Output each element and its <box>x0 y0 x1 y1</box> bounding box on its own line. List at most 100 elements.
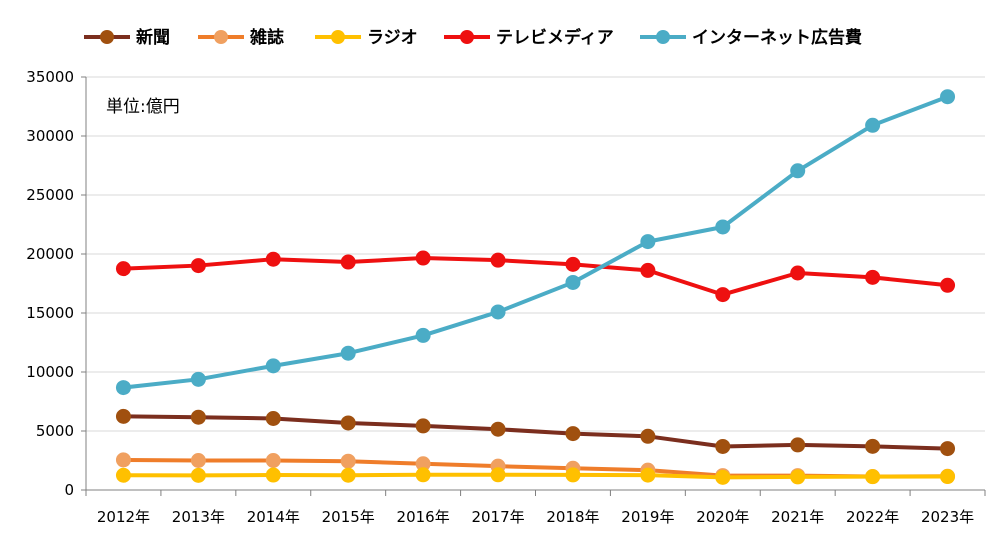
data-point <box>715 469 731 485</box>
data-point <box>940 441 956 457</box>
data-point <box>265 453 281 468</box>
data-point <box>940 277 956 293</box>
x-tick-label: 2016年 <box>397 508 450 526</box>
data-point <box>265 251 281 267</box>
x-axis-ticks: 2012年 2013年 2014年 2015年 2016年 2017年 2018年 2019年… <box>85 490 986 526</box>
y-tick-label: 5000 <box>36 422 74 440</box>
y-axis-ticks: 0 5000 10000 15000 20000 25000 30000 35000 <box>26 68 86 499</box>
data-point <box>865 469 881 485</box>
legend-item: インターネット広告費 <box>640 27 862 48</box>
gridlines <box>86 76 985 432</box>
y-tick-label: 10000 <box>26 363 74 381</box>
data-point <box>715 438 731 454</box>
data-point <box>340 415 356 431</box>
data-point <box>865 269 881 285</box>
series-3 <box>115 250 956 303</box>
data-point <box>640 234 656 250</box>
legend-item: 雑誌 <box>198 27 284 48</box>
x-tick-label: 2017年 <box>471 508 524 526</box>
data-point <box>640 467 656 483</box>
data-point <box>565 426 581 442</box>
series-2 <box>115 467 956 485</box>
data-point <box>265 358 281 374</box>
x-tick-label: 2022年 <box>846 508 899 526</box>
data-point <box>340 467 356 483</box>
data-point <box>415 418 431 434</box>
data-point <box>490 304 506 320</box>
data-point <box>565 274 581 290</box>
data-point <box>340 345 356 361</box>
y-tick-label: 15000 <box>26 304 74 322</box>
legend-swatch-marker <box>214 30 228 44</box>
data-point <box>865 438 881 454</box>
legend-swatch-marker <box>656 30 670 44</box>
data-point <box>190 467 206 483</box>
data-point <box>865 117 881 133</box>
series-group <box>115 89 956 485</box>
data-point <box>265 410 281 426</box>
data-point <box>715 287 731 303</box>
legend: 新聞 雑誌 ラジオ テレビメディア インターネット広告費 <box>84 27 862 48</box>
x-tick-label: 2019年 <box>621 508 674 526</box>
data-point <box>715 219 731 235</box>
data-point <box>340 254 356 270</box>
data-point <box>790 163 806 179</box>
data-point <box>415 250 431 266</box>
legend-item: 新聞 <box>84 27 170 48</box>
legend-label: インターネット広告費 <box>692 27 862 48</box>
data-point <box>790 265 806 281</box>
legend-swatch-marker <box>331 30 345 44</box>
y-tick-label: 20000 <box>26 245 74 263</box>
series-1 <box>115 452 956 485</box>
data-point <box>415 327 431 343</box>
legend-label: 新聞 <box>136 27 170 48</box>
data-point <box>490 421 506 437</box>
x-tick-label: 2023年 <box>921 508 974 526</box>
data-point <box>640 262 656 278</box>
y-tick-label: 0 <box>64 481 74 499</box>
data-point <box>115 261 131 277</box>
data-point <box>115 408 131 424</box>
data-point <box>490 467 506 483</box>
y-tick-label: 30000 <box>26 127 74 145</box>
x-tick-label: 2013年 <box>172 508 225 526</box>
data-point <box>415 467 431 483</box>
legend-swatch-marker <box>100 30 114 44</box>
series-line <box>123 94 949 390</box>
legend-swatch-marker <box>460 30 474 44</box>
data-point <box>790 469 806 485</box>
legend-label: ラジオ <box>367 28 418 48</box>
series-line <box>123 256 948 297</box>
series-4 <box>115 89 956 396</box>
data-point <box>190 371 206 387</box>
data-point <box>190 453 206 468</box>
legend-label: 雑誌 <box>249 27 284 48</box>
unit-note: 単位:億円 <box>106 97 180 117</box>
data-point <box>115 380 131 396</box>
data-point <box>265 467 281 483</box>
data-point <box>340 453 356 469</box>
data-point <box>190 258 206 274</box>
legend-label: テレビメディア <box>496 27 614 48</box>
series-line <box>123 472 948 480</box>
series-line <box>123 414 948 451</box>
data-point <box>190 409 206 425</box>
data-point <box>940 469 956 485</box>
data-point <box>490 252 506 268</box>
data-point <box>565 467 581 483</box>
x-tick-label: 2020年 <box>696 508 749 526</box>
x-tick-label: 2018年 <box>546 508 599 526</box>
data-point <box>415 456 431 472</box>
legend-item: テレビメディア <box>444 27 614 48</box>
series-0 <box>115 408 956 457</box>
data-point <box>115 452 131 468</box>
data-point <box>115 467 131 483</box>
x-tick-label: 2012年 <box>97 508 150 526</box>
x-tick-label: 2015年 <box>322 508 375 526</box>
x-tick-label: 2021年 <box>771 508 824 526</box>
data-point <box>640 428 656 444</box>
data-point <box>565 256 581 272</box>
y-tick-label: 25000 <box>26 186 74 204</box>
